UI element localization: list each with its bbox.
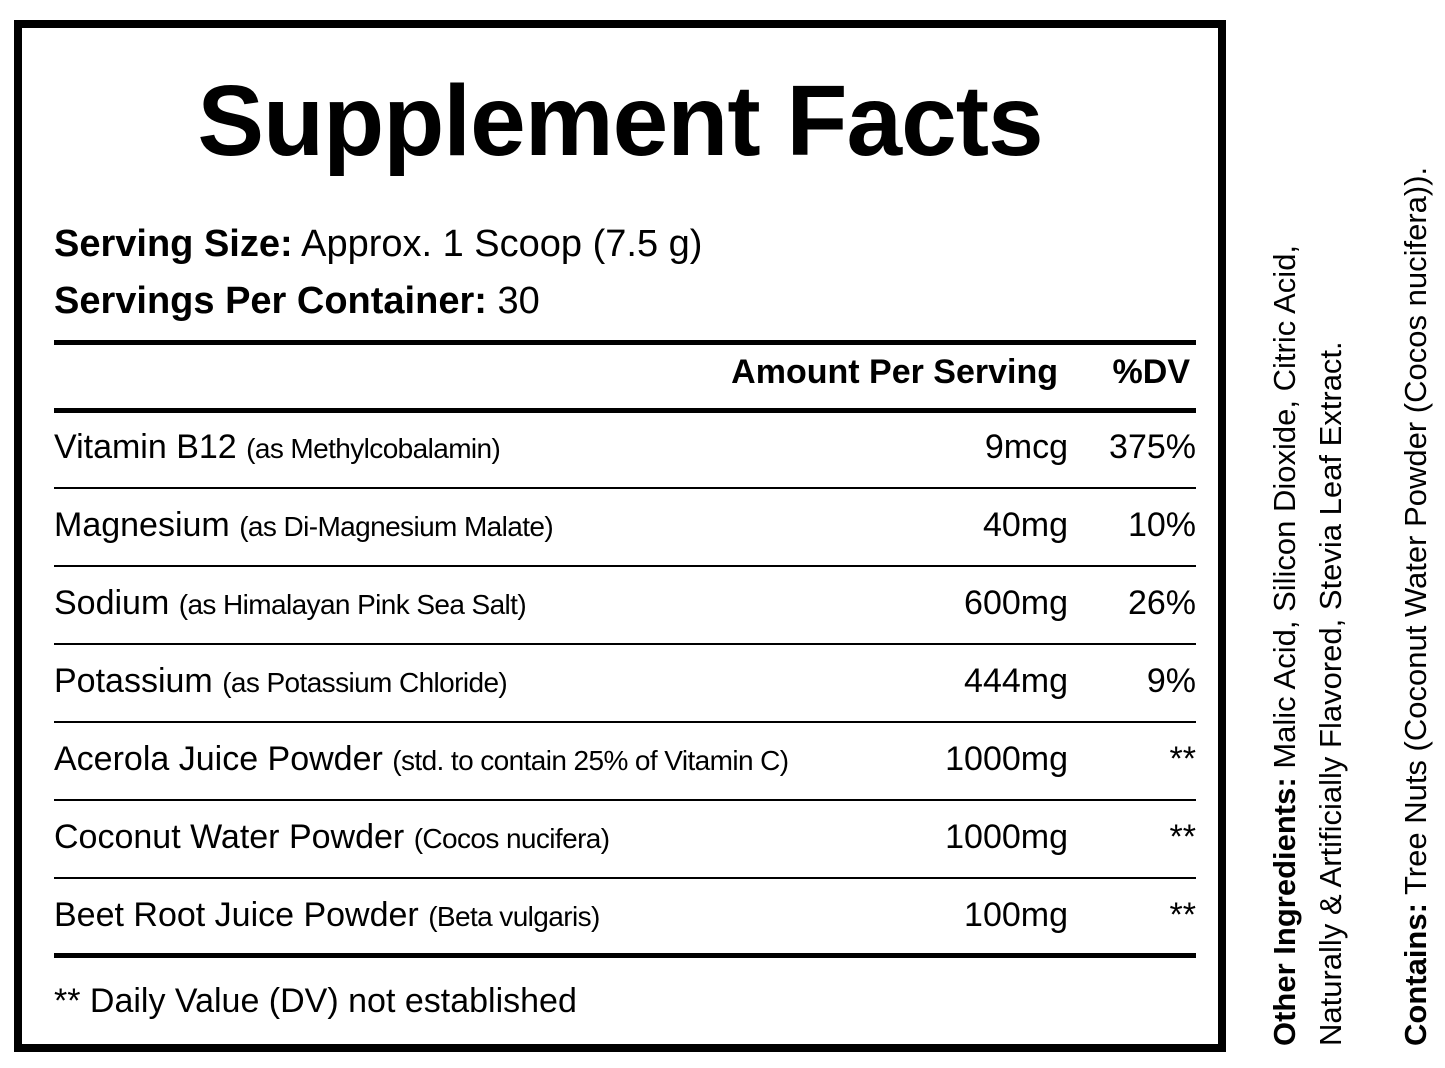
- nutrient-source: (std. to contain 25% of Vitamin C): [392, 745, 789, 776]
- nutrient-amount: 600mg: [964, 584, 1068, 622]
- nutrient-dv: 26%: [1127, 584, 1196, 622]
- other-ingredients-line-1: Other Ingredients: Malic Acid, Silicon D…: [1267, 244, 1302, 1046]
- nutrient-source: (Beta vulgaris): [428, 901, 600, 932]
- nutrient-source: (as Potassium Chloride): [222, 667, 508, 698]
- nutrient-name: Magnesium (as Di-Magnesium Malate): [54, 506, 554, 544]
- header-divider: [54, 408, 1196, 413]
- nutrient-dv: **: [1169, 740, 1196, 778]
- servings-per-container-value: 30: [486, 280, 540, 322]
- servings-per-container-label: Servings Per Container:: [54, 280, 487, 322]
- dv-column-header: %DV: [1112, 353, 1190, 391]
- bottom-divider: [54, 953, 1196, 958]
- contains-statement: Contains: Tree Nuts (Coconut Water Powde…: [1393, 6, 1439, 1046]
- nutrient-name: Acerola Juice Powder (std. to contain 25…: [54, 740, 789, 778]
- nutrient-dv: **: [1169, 818, 1196, 856]
- nutrient-dv: 9%: [1146, 662, 1196, 700]
- other-ingredients-line-2: Naturally & Artificially Flavored, Stevi…: [1313, 341, 1348, 1046]
- row-divider: [54, 721, 1196, 723]
- contains-label: Contains:: [1398, 903, 1433, 1046]
- supplement-facts-panel: Supplement Facts Serving Size: Approx. 1…: [14, 20, 1226, 1052]
- serving-size-label: Serving Size:: [54, 223, 293, 265]
- nutrient-source: (as Himalayan Pink Sea Salt): [178, 589, 527, 620]
- nutrient-name: Potassium (as Potassium Chloride): [54, 662, 508, 700]
- panel-title: Supplement Facts: [197, 65, 1043, 177]
- nutrient-name: Sodium (as Himalayan Pink Sea Salt): [54, 584, 527, 622]
- nutrient-amount: 9mcg: [984, 428, 1068, 466]
- row-divider: [54, 799, 1196, 801]
- top-divider: [54, 340, 1196, 345]
- nutrient-dv: 375%: [1109, 428, 1196, 466]
- nutrient-amount: 1000mg: [945, 740, 1068, 778]
- nutrient-row: Sodium (as Himalayan Pink Sea Salt) 600m…: [54, 566, 1196, 642]
- nutrient-source: (Cocos nucifera): [413, 823, 610, 854]
- nutrient-amount: 40mg: [982, 506, 1068, 544]
- daily-value-footnote: ** Daily Value (DV) not established: [54, 982, 577, 1020]
- nutrient-row: Vitamin B12 (as Methylcobalamin) 9mcg 37…: [54, 410, 1196, 486]
- nutrient-source: (as Di-Magnesium Malate): [239, 511, 554, 542]
- other-ingredients-label: Other Ingredients:: [1267, 777, 1302, 1046]
- servings-per-container: Servings Per Container: 30: [54, 278, 540, 324]
- row-divider: [54, 643, 1196, 645]
- nutrient-name: Coconut Water Powder (Cocos nucifera): [54, 818, 610, 856]
- nutrient-amount: 100mg: [964, 896, 1068, 934]
- nutrient-row: Coconut Water Powder (Cocos nucifera) 10…: [54, 800, 1196, 876]
- serving-size: Serving Size: Approx. 1 Scoop (7.5 g): [54, 221, 702, 267]
- nutrient-dv: 10%: [1127, 506, 1196, 544]
- amount-column-header: Amount Per Serving: [731, 353, 1058, 391]
- nutrient-row: Acerola Juice Powder (std. to contain 25…: [54, 722, 1196, 798]
- row-divider: [54, 487, 1196, 489]
- nutrient-dv: **: [1169, 896, 1196, 934]
- row-divider: [54, 877, 1196, 879]
- nutrient-amount: 444mg: [964, 662, 1068, 700]
- row-divider: [54, 565, 1196, 567]
- nutrient-name: Vitamin B12 (as Methylcobalamin): [54, 428, 501, 466]
- nutrient-row: Beet Root Juice Powder (Beta vulgaris) 1…: [54, 878, 1196, 954]
- contains-value: Tree Nuts (Coconut Water Powder (Cocos n…: [1398, 166, 1433, 904]
- serving-size-value: Approx. 1 Scoop (7.5 g): [292, 223, 703, 265]
- nutrient-row: Magnesium (as Di-Magnesium Malate) 40mg …: [54, 488, 1196, 564]
- nutrient-amount: 1000mg: [945, 818, 1068, 856]
- nutrient-name: Beet Root Juice Powder (Beta vulgaris): [54, 896, 600, 934]
- nutrient-row: Potassium (as Potassium Chloride) 444mg …: [54, 644, 1196, 720]
- other-ingredients: Other Ingredients: Malic Acid, Silicon D…: [1262, 6, 1354, 1046]
- nutrient-source: (as Methylcobalamin): [246, 433, 501, 464]
